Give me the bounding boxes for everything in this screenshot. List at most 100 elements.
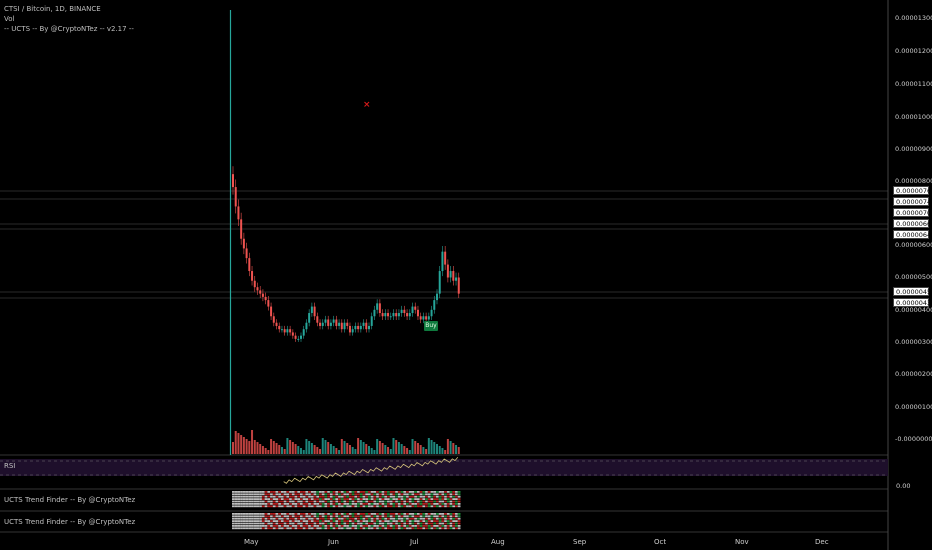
trend-cell: [348, 517, 352, 520]
trend-cell: [381, 495, 385, 498]
volume-bar: [378, 441, 381, 454]
trend-cell: [389, 515, 393, 518]
trend-cell: [381, 522, 385, 525]
trend-cell: [234, 527, 238, 530]
trend-cell: [406, 527, 409, 530]
trend-cell: [422, 527, 426, 530]
trend-cell: [346, 517, 349, 520]
trend-cell: [321, 493, 325, 496]
trend-cell: [359, 503, 363, 505]
trend-cell: [313, 515, 317, 518]
trend-cell: [310, 500, 314, 503]
trend-cell: [449, 527, 453, 530]
trend-cell: [308, 493, 311, 496]
trend-cell: [414, 500, 417, 503]
price-label: 0.00000200: [895, 370, 932, 378]
trend-cell: [283, 527, 287, 530]
trend-cell: [343, 503, 347, 505]
trend-cell: [362, 493, 366, 496]
candle: [438, 271, 441, 294]
trend-cell: [348, 525, 352, 527]
volume-bar: [329, 444, 332, 454]
volume-bar: [286, 438, 289, 454]
trend-cell: [245, 527, 249, 530]
trend-cell: [327, 515, 330, 518]
trend-cell: [362, 498, 366, 500]
trend-cell: [245, 498, 249, 500]
trend-cell: [387, 517, 390, 520]
trend-cell: [289, 522, 292, 525]
trend-cell: [365, 513, 368, 515]
trend-cell: [400, 513, 404, 515]
candle: [297, 338, 300, 340]
trend-cell: [419, 505, 423, 508]
trend-cell: [245, 505, 249, 508]
trend-cell: [335, 498, 339, 500]
trend-cell: [403, 493, 407, 496]
trend-cell: [297, 517, 300, 520]
trend-cell: [272, 525, 276, 527]
trend-cell: [414, 520, 417, 522]
trend-cell: [416, 493, 420, 496]
trend-cell: [455, 495, 458, 498]
trend-cell: [362, 503, 366, 505]
trend-cell: [294, 491, 298, 493]
trend-cell: [446, 503, 450, 505]
trend-cell: [291, 513, 295, 515]
trend-cell: [308, 515, 311, 518]
candles-group: [232, 166, 460, 342]
trend-cell: [329, 515, 333, 518]
trend-cell: [289, 495, 292, 498]
trend-cell: [256, 503, 260, 505]
trend-cell: [441, 498, 445, 500]
candle: [378, 303, 381, 314]
trend-cell: [373, 503, 377, 505]
trend-cell: [457, 513, 461, 515]
trend-cell: [446, 498, 450, 500]
trend-cell: [381, 491, 385, 493]
trend-cell: [414, 503, 417, 505]
trend-cell: [248, 513, 252, 515]
trend-cell: [433, 520, 436, 522]
month-label: Sep: [573, 538, 587, 546]
trend-cell: [403, 513, 407, 515]
volume-bar: [253, 440, 256, 454]
trend-cell: [251, 527, 254, 530]
trend-cell: [329, 527, 333, 530]
trend-cell: [305, 500, 309, 503]
trend-cell: [251, 513, 254, 515]
trend-cell: [455, 500, 458, 503]
trend-cell: [351, 527, 355, 530]
trend-cell: [253, 500, 257, 503]
candle: [414, 306, 417, 310]
trend-cell: [338, 500, 341, 503]
trend-cell: [283, 491, 287, 493]
trend-cell: [381, 520, 385, 522]
trend-cell: [300, 505, 303, 508]
trend-cell: [324, 491, 328, 493]
trend-cell: [392, 503, 396, 505]
trend-cell: [319, 520, 322, 522]
trend-cell: [332, 503, 336, 505]
trend-cell: [316, 498, 320, 500]
trend-cell: [414, 525, 417, 527]
trend-cell: [291, 522, 295, 525]
trend-cell: [416, 520, 420, 522]
trend-cell: [408, 525, 412, 527]
trend-cell: [313, 527, 317, 530]
trend-cell: [444, 505, 447, 508]
trend-cell: [264, 491, 268, 493]
trend-cell: [354, 503, 358, 505]
volume-bar: [294, 444, 297, 454]
trend-cell: [240, 517, 243, 520]
trend-cell: [348, 527, 352, 530]
trend-cell: [438, 525, 442, 527]
trend-cell: [332, 522, 336, 525]
trend-cell: [395, 505, 398, 508]
trend-cell: [384, 505, 388, 508]
trend-cell: [305, 520, 309, 522]
trend-cell: [232, 503, 235, 505]
trend-cell: [319, 498, 322, 500]
volume-bar: [343, 441, 346, 454]
